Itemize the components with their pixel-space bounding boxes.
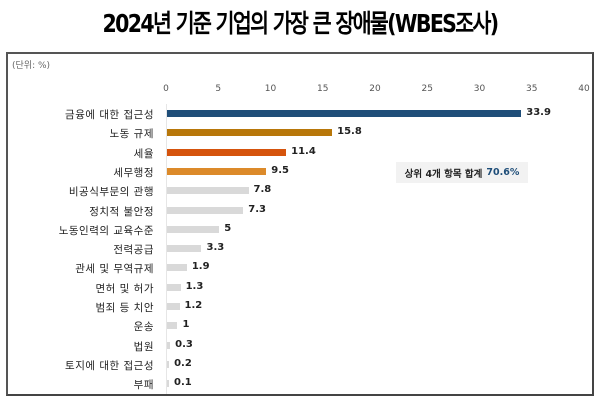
bar bbox=[167, 225, 220, 233]
x-tick: 0 bbox=[163, 84, 169, 94]
category-label: 전력공급 bbox=[113, 244, 154, 257]
bar bbox=[167, 380, 169, 388]
x-tick: 40 bbox=[578, 84, 590, 94]
bar bbox=[167, 245, 202, 253]
value-label: 15.8 bbox=[337, 126, 362, 138]
value-label: 5 bbox=[224, 222, 232, 234]
bar bbox=[167, 167, 267, 175]
category-label: 운송 bbox=[133, 321, 154, 334]
value-label: 11.4 bbox=[291, 145, 316, 157]
bar bbox=[167, 360, 170, 368]
annotation-highlight: 70.6% bbox=[486, 167, 520, 178]
x-tick: 10 bbox=[264, 84, 277, 94]
value-label: 1.3 bbox=[185, 280, 204, 292]
bar bbox=[167, 283, 181, 291]
x-tick: 5 bbox=[215, 84, 222, 94]
chart-title: 2024년 기준 기업의 가장 큰 장애물(WBES조사) bbox=[102, 9, 500, 38]
category-label: 세무행정 bbox=[113, 166, 154, 179]
chart-frame bbox=[6, 52, 594, 396]
category-label: 토지에 대한 접근성 bbox=[65, 359, 154, 372]
bar bbox=[167, 322, 178, 330]
value-label: 0.2 bbox=[174, 357, 192, 369]
x-tick: 25 bbox=[421, 84, 433, 94]
category-label: 면허 및 허가 bbox=[95, 282, 154, 295]
unit-label: (단위: %) bbox=[12, 61, 51, 71]
category-label: 범죄 등 치안 bbox=[95, 302, 154, 314]
bar bbox=[167, 341, 171, 349]
value-label: 1 bbox=[182, 319, 190, 331]
value-label: 7.3 bbox=[248, 203, 266, 215]
category-label: 법원 bbox=[133, 340, 154, 353]
bar bbox=[167, 206, 244, 214]
bar bbox=[167, 110, 522, 117]
x-tick: 35 bbox=[526, 84, 538, 94]
x-tick: 15 bbox=[317, 84, 329, 94]
value-label: 3.3 bbox=[206, 242, 225, 254]
bar bbox=[167, 187, 249, 195]
top4-total-annotation: 상위 4개 항목 합계 70.6% bbox=[396, 162, 528, 183]
value-label: 1.2 bbox=[184, 300, 203, 311]
annotation-text: 상위 4개 항목 합계 bbox=[404, 168, 483, 180]
category-label: 부패 bbox=[133, 379, 154, 392]
category-label: 비공식부문의 관행 bbox=[68, 186, 154, 199]
zero-axis-line bbox=[166, 104, 167, 394]
bar bbox=[167, 129, 333, 137]
value-label: 33.9 bbox=[526, 107, 551, 118]
bar bbox=[167, 303, 180, 310]
x-tick: 30 bbox=[473, 84, 486, 94]
x-tick: 20 bbox=[369, 84, 381, 94]
value-label: 0.3 bbox=[175, 338, 193, 350]
category-label: 세율 bbox=[133, 147, 154, 160]
category-label: 관세 및 무역규제 bbox=[75, 263, 154, 276]
category-label: 금융에 대한 접근성 bbox=[65, 109, 154, 121]
category-label: 정치적 불안정 bbox=[89, 205, 154, 218]
category-label: 노동인력의 교육수준 bbox=[58, 224, 154, 237]
value-label: 1.9 bbox=[191, 261, 210, 273]
value-label: 7.8 bbox=[253, 184, 272, 196]
category-label: 노동 규제 bbox=[109, 128, 154, 141]
value-label: 9.5 bbox=[271, 164, 289, 176]
bar bbox=[167, 148, 287, 156]
bar bbox=[167, 264, 187, 272]
value-label: 0.1 bbox=[174, 377, 192, 389]
